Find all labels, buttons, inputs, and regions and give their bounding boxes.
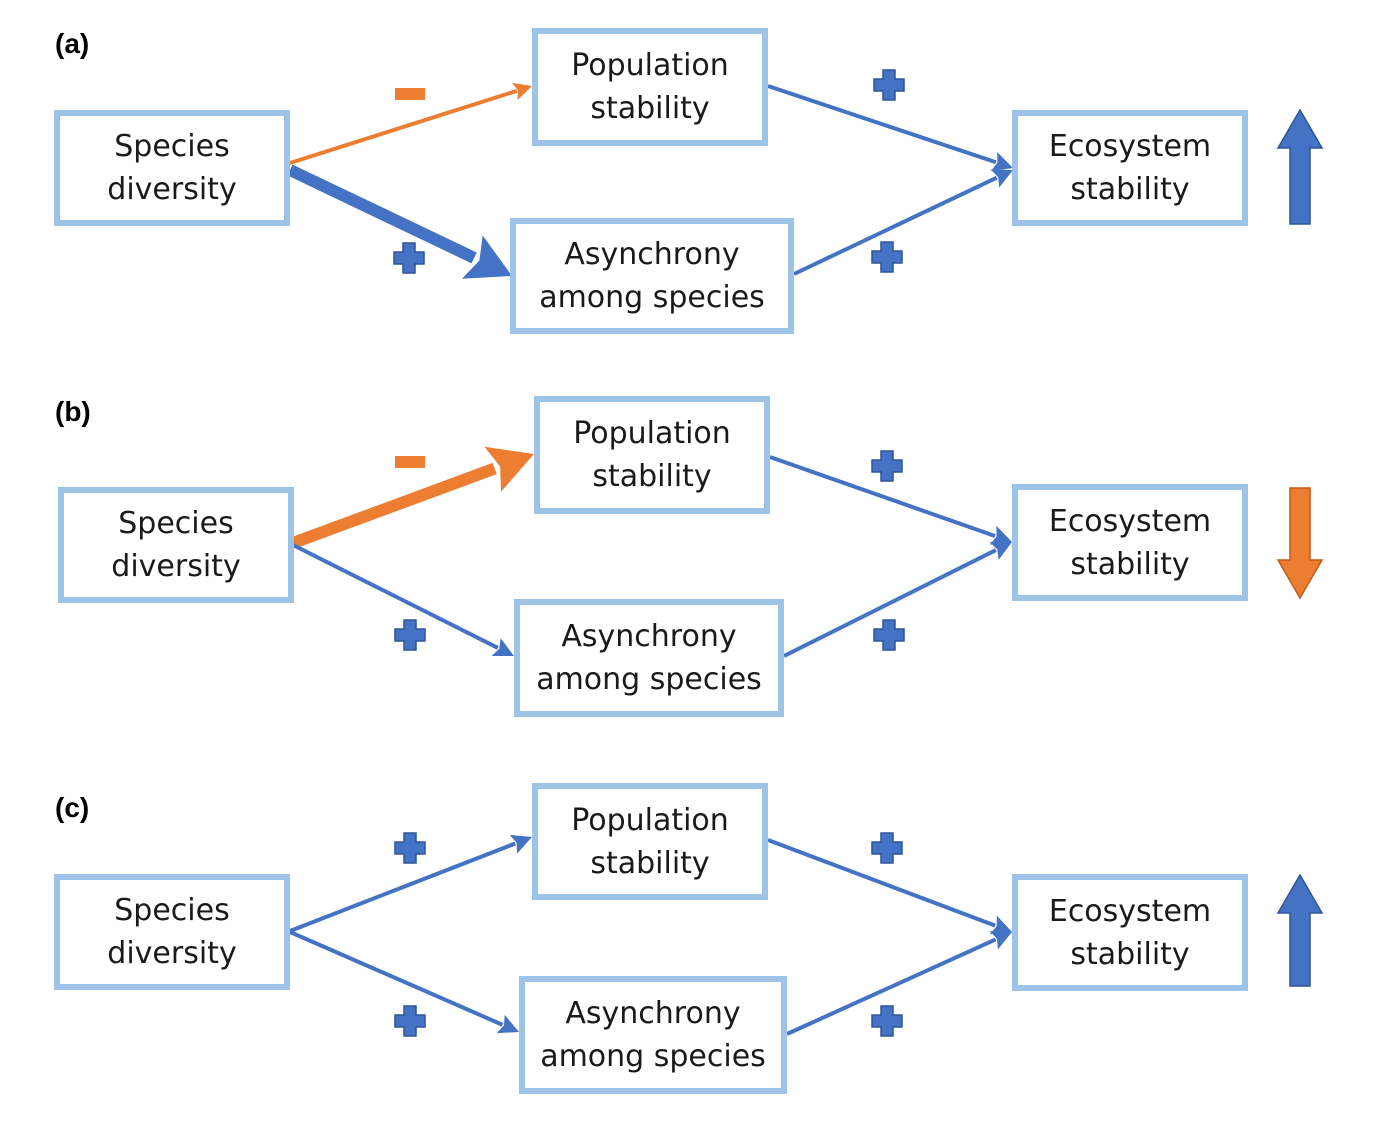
- edge-arrow-head: [512, 82, 532, 101]
- asynchrony-box: Asynchrony among species: [519, 976, 787, 1094]
- arrow-down-icon: [1276, 487, 1324, 600]
- node-label-line1: Asynchrony: [564, 237, 740, 272]
- node-label-line1: Ecosystem: [1048, 893, 1212, 929]
- node-label-line2: stability: [1070, 546, 1190, 582]
- minus-icon: [395, 88, 425, 100]
- edge-arrow-line: [769, 455, 996, 538]
- ecosystem-stability-box: Ecosystem stability: [1012, 484, 1248, 601]
- edge-arrow-line: [292, 543, 499, 650]
- plus-icon: [871, 450, 903, 482]
- edge-arrow-head: [461, 235, 512, 279]
- edge-arrow-line: [287, 164, 477, 264]
- edge-arrow-head: [491, 638, 514, 656]
- edge-arrow-head: [990, 152, 1013, 172]
- ecosystem-stability-box: Ecosystem stability: [1012, 874, 1248, 991]
- node-label-line2: diversity: [107, 172, 237, 207]
- edge-arrow-line: [289, 88, 518, 165]
- node-label-line1: Asynchrony: [561, 619, 737, 654]
- edge-arrow-head: [509, 834, 532, 854]
- plus-icon: [394, 832, 426, 864]
- plus-icon: [871, 241, 903, 273]
- minus-icon: [395, 456, 425, 468]
- node-label-line2: stability: [590, 91, 710, 126]
- edge-arrow-head: [989, 525, 1012, 545]
- population-stability-box: Population stability: [532, 28, 768, 146]
- node-label-line2: among species: [536, 662, 762, 697]
- plus-icon: [873, 69, 905, 101]
- node-label-line2: among species: [540, 1039, 766, 1074]
- population-stability-box: Population stability: [534, 396, 770, 514]
- edge-arrow-line: [786, 937, 997, 1036]
- edge-arrow-head: [989, 915, 1012, 935]
- panel-b: (b) Species diversity Population stabili…: [0, 370, 1378, 760]
- node-label-line1: Asynchrony: [565, 996, 741, 1031]
- node-label-line1: Species: [118, 506, 234, 541]
- node-label-line2: among species: [539, 280, 765, 315]
- species-diversity-box: Species diversity: [58, 487, 294, 603]
- panel-a-edges: [287, 69, 1324, 279]
- node-label-line2: stability: [590, 845, 710, 881]
- node-label-line1: Ecosystem: [1048, 129, 1212, 164]
- panel-c: (c) Species diversity Population stabili…: [0, 760, 1378, 1129]
- plus-icon: [873, 619, 905, 651]
- node-label-line1: Ecosystem: [1048, 503, 1212, 539]
- population-stability-box: Population stability: [532, 783, 768, 900]
- panel-label: (b): [55, 396, 91, 427]
- arrow-up-icon: [1276, 873, 1324, 987]
- edge-arrow-head: [989, 542, 1012, 560]
- plus-icon: [394, 1005, 426, 1037]
- edge-arrow-line: [783, 548, 997, 658]
- plus-icon: [871, 832, 903, 864]
- panel-label: (a): [55, 28, 90, 59]
- edge-arrow-line: [793, 175, 998, 276]
- node-label-line2: diversity: [107, 936, 237, 971]
- node-label-line2: stability: [1070, 936, 1190, 972]
- edge-arrow-line: [289, 841, 516, 933]
- node-label-line1: Population: [571, 802, 729, 838]
- plus-icon: [871, 1005, 903, 1037]
- panel-b-edges: [290, 446, 1324, 658]
- panel-c-edges: [289, 832, 1324, 1037]
- edge-arrow-line: [289, 930, 504, 1027]
- ecosystem-stability-box: Ecosystem stability: [1012, 110, 1248, 226]
- node-label-line1: Species: [114, 129, 230, 164]
- asynchrony-box: Asynchrony among species: [510, 218, 794, 334]
- edge-arrow-line: [767, 838, 996, 928]
- edge-arrow-line: [767, 84, 997, 165]
- arrow-up-icon: [1276, 108, 1324, 225]
- panel-a: (a) Species diversity Population stabili…: [0, 0, 1378, 370]
- plus-icon: [394, 619, 426, 651]
- asynchrony-box: Asynchrony among species: [514, 599, 784, 717]
- node-label-line1: Population: [573, 416, 731, 451]
- panel-label: (c): [55, 792, 90, 823]
- edge-arrow-line: [290, 462, 497, 549]
- edge-arrow-head: [989, 931, 1012, 950]
- edge-arrow-head: [990, 169, 1013, 188]
- edge-arrow-head: [484, 446, 534, 492]
- edge-arrow-head: [496, 1014, 519, 1034]
- node-label-line2: stability: [592, 459, 712, 494]
- species-diversity-box: Species diversity: [54, 110, 290, 226]
- node-label-line2: stability: [1070, 172, 1190, 207]
- node-label-line2: diversity: [111, 549, 241, 584]
- species-diversity-box: Species diversity: [54, 874, 290, 990]
- node-label-line1: Species: [114, 893, 230, 928]
- plus-icon: [393, 242, 425, 274]
- node-label-line1: Population: [571, 48, 729, 83]
